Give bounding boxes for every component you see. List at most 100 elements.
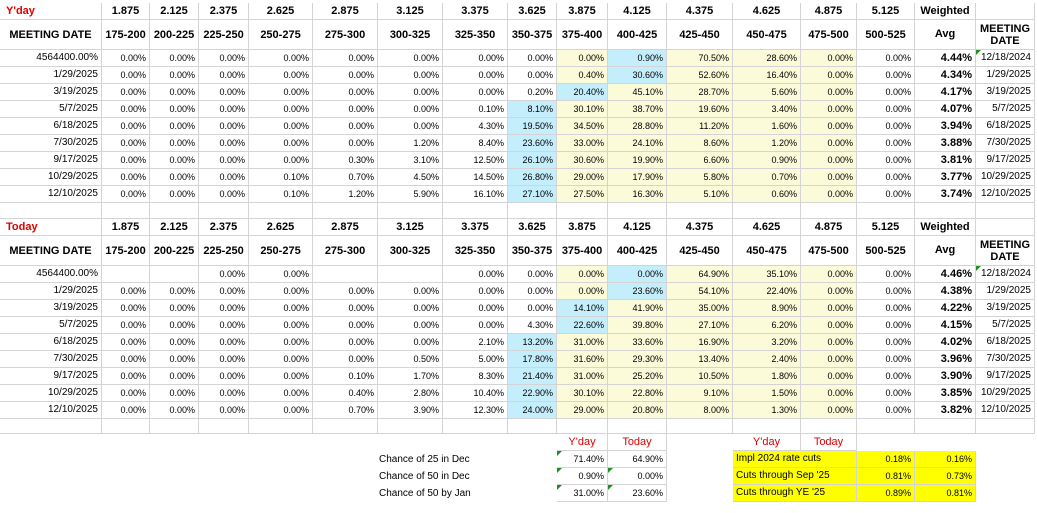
weighted-avg-cell[interactable]: 4.34% (915, 67, 976, 84)
probability-cell[interactable]: 0.40% (557, 67, 608, 84)
probability-cell[interactable]: 0.00% (249, 50, 313, 67)
probability-cell[interactable]: 30.10% (557, 101, 608, 118)
probability-cell[interactable]: 14.50% (443, 169, 508, 186)
probability-cell[interactable]: 0.00% (199, 101, 249, 118)
weighted-avg-cell[interactable]: 4.07% (915, 101, 976, 118)
probability-cell[interactable]: 0.00% (857, 334, 915, 351)
probability-cell[interactable]: 5.10% (667, 186, 733, 203)
blank-cell[interactable] (443, 416, 508, 434)
probability-cell[interactable]: 31.60% (557, 351, 608, 368)
probability-cell[interactable]: 0.00% (557, 50, 608, 67)
probability-cell[interactable]: 1.20% (378, 135, 443, 152)
probability-cell[interactable]: 54.10% (667, 283, 733, 300)
probability-cell[interactable]: 0.00% (150, 300, 199, 317)
blank-cell[interactable] (249, 200, 313, 219)
probability-cell[interactable]: 0.00% (857, 135, 915, 152)
cuts-label[interactable]: Cuts through YE '25 (733, 485, 857, 502)
probability-cell[interactable]: 2.80% (378, 385, 443, 402)
probability-cell[interactable]: 0.00% (443, 67, 508, 84)
probability-cell[interactable]: 39.80% (608, 317, 667, 334)
meeting-date-cell[interactable]: 9/17/2025 (0, 368, 102, 385)
blank-cell[interactable] (667, 200, 733, 219)
probability-cell[interactable]: 0.00% (199, 351, 249, 368)
probability-cell[interactable]: 0.10% (249, 169, 313, 186)
blank-cell[interactable] (733, 200, 801, 219)
blank-cell[interactable] (857, 200, 915, 219)
probability-cell[interactable]: 31.00% (557, 368, 608, 385)
probability-cell[interactable]: 22.80% (608, 385, 667, 402)
probability-cell[interactable]: 29.30% (608, 351, 667, 368)
probability-cell[interactable]: 4.30% (443, 118, 508, 135)
probability-cell[interactable]: 0.00% (313, 300, 378, 317)
range-header[interactable]: 450-475 (733, 236, 801, 266)
probability-cell[interactable]: 0.00% (857, 300, 915, 317)
meeting-date-cell[interactable]: 6/18/2025 (0, 334, 102, 351)
probability-cell[interactable]: 0.00% (249, 385, 313, 402)
meeting-date-cell[interactable]: 3/19/2025 (0, 300, 102, 317)
probability-cell[interactable]: 0.00% (801, 300, 857, 317)
probability-cell[interactable]: 27.10% (667, 317, 733, 334)
probability-cell[interactable]: 0.00% (249, 266, 313, 283)
cuts-yday-value[interactable]: 0.89% (857, 485, 915, 502)
probability-cell[interactable]: 0.00% (857, 84, 915, 101)
blank-cell[interactable] (102, 200, 150, 219)
probability-cell[interactable]: 0.00% (102, 186, 150, 203)
probability-cell[interactable]: 11.20% (667, 118, 733, 135)
blank-cell[interactable] (801, 416, 857, 434)
strike-header[interactable]: 4.125 (608, 3, 667, 20)
probability-cell[interactable]: 0.00% (443, 317, 508, 334)
meeting-date-cell[interactable]: 7/30/2025 (0, 351, 102, 368)
cuts-today-value[interactable]: 0.73% (915, 468, 976, 485)
probability-cell[interactable]: 13.20% (508, 334, 557, 351)
probability-cell[interactable]: 19.50% (508, 118, 557, 135)
meeting-date-cell[interactable]: 5/7/2025 (0, 101, 102, 118)
chance-yday-value[interactable]: 71.40% (557, 451, 608, 468)
weighted-avg-cell[interactable]: 3.94% (915, 118, 976, 135)
right-date-cell[interactable]: 3/19/2025 (976, 300, 1035, 317)
strike-header[interactable]: 2.625 (249, 219, 313, 236)
probability-cell[interactable]: 0.00% (801, 351, 857, 368)
probability-cell[interactable]: 0.00% (443, 266, 508, 283)
weighted-avg-cell[interactable]: 3.77% (915, 169, 976, 186)
probability-cell[interactable]: 0.00% (249, 67, 313, 84)
probability-cell[interactable]: 26.10% (508, 152, 557, 169)
right-date-cell[interactable]: 12/10/2025 (976, 402, 1035, 419)
probability-cell[interactable]: 0.70% (733, 169, 801, 186)
probability-cell[interactable]: 1.80% (733, 368, 801, 385)
range-header[interactable]: 250-275 (249, 236, 313, 266)
range-header[interactable]: 200-225 (150, 20, 199, 50)
probability-cell[interactable]: 0.00% (150, 118, 199, 135)
probability-cell[interactable]: 9.10% (667, 385, 733, 402)
range-header[interactable]: 375-400 (557, 236, 608, 266)
probability-cell[interactable]: 0.00% (801, 84, 857, 101)
blank-cell[interactable] (102, 416, 150, 434)
blank-cell[interactable] (378, 416, 443, 434)
blank-cell[interactable] (608, 416, 667, 434)
chance-today-header[interactable]: Today (608, 434, 667, 451)
probability-cell[interactable]: 5.80% (667, 169, 733, 186)
probability-cell[interactable]: 45.10% (608, 84, 667, 101)
probability-cell[interactable]: 16.30% (608, 186, 667, 203)
probability-cell[interactable]: 0.00% (199, 402, 249, 419)
range-header[interactable]: 225-250 (199, 236, 249, 266)
probability-cell[interactable] (150, 266, 199, 283)
weighted-avg-cell[interactable]: 3.85% (915, 385, 976, 402)
probability-cell[interactable]: 8.00% (667, 402, 733, 419)
probability-cell[interactable]: 0.00% (801, 334, 857, 351)
chance-yday-value[interactable]: 31.00% (557, 485, 608, 502)
probability-cell[interactable]: 0.00% (150, 283, 199, 300)
strike-header[interactable]: 4.875 (801, 3, 857, 20)
meeting-date-cell[interactable]: 10/29/2025 (0, 169, 102, 186)
strike-header[interactable]: 4.625 (733, 3, 801, 20)
probability-cell[interactable]: 0.00% (199, 186, 249, 203)
probability-cell[interactable]: 0.00% (102, 334, 150, 351)
meeting-date-cell[interactable]: 7/30/2025 (0, 135, 102, 152)
probability-cell[interactable]: 0.00% (249, 300, 313, 317)
probability-cell[interactable]: 38.70% (608, 101, 667, 118)
right-date-cell[interactable]: 10/29/2025 (976, 169, 1035, 186)
blank-cell[interactable] (0, 200, 102, 219)
probability-cell[interactable]: 0.00% (313, 84, 378, 101)
weighted-avg-cell[interactable]: 3.90% (915, 368, 976, 385)
probability-cell[interactable]: 0.70% (313, 402, 378, 419)
probability-cell[interactable]: 0.00% (313, 118, 378, 135)
